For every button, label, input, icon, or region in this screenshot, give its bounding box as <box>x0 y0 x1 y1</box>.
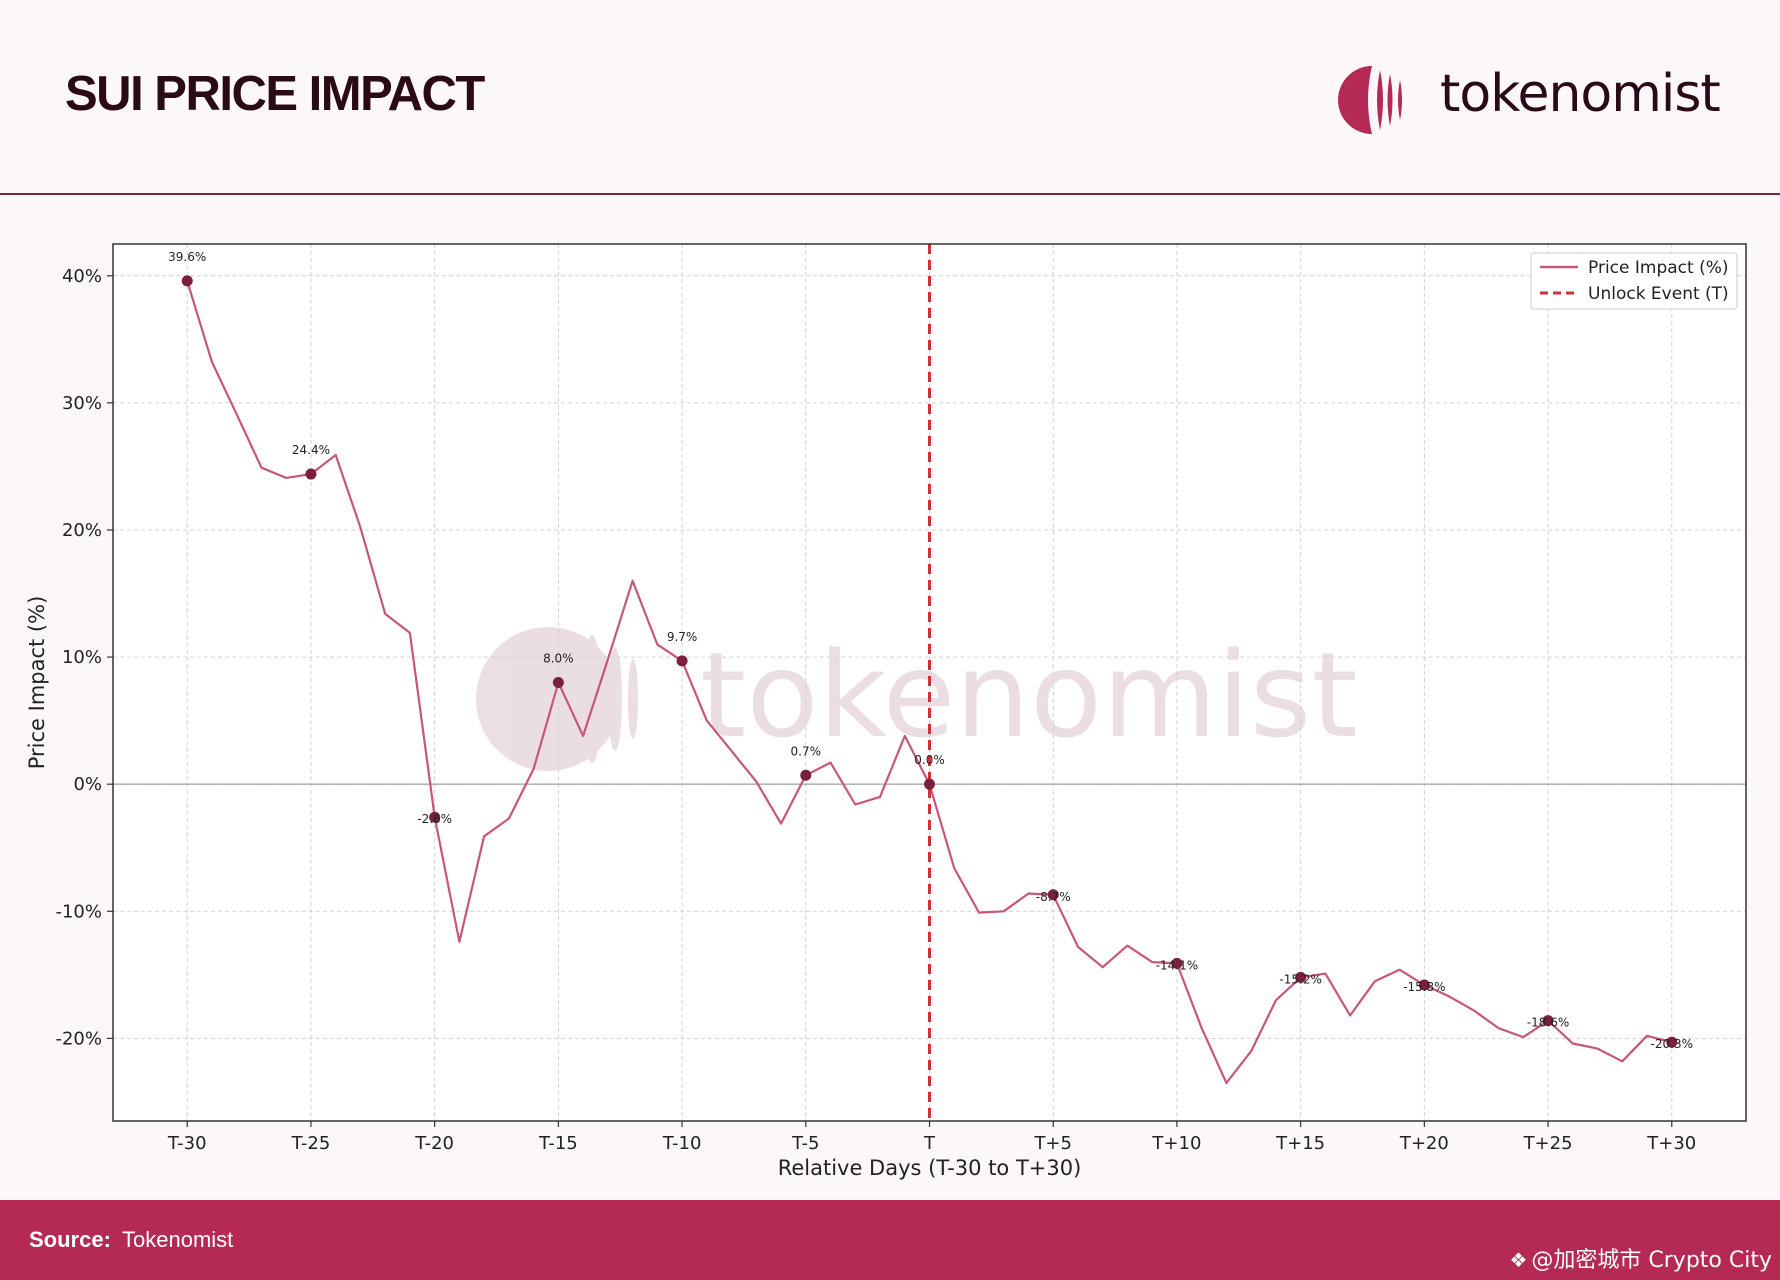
watermark: ❖ @加密城市 Crypto City <box>1509 1242 1772 1274</box>
header-divider <box>0 193 1780 195</box>
data-point-label: -18.6% <box>1527 1016 1569 1030</box>
data-point-label: 0.7% <box>791 744 822 758</box>
chart-watermark: tokenomist <box>476 626 1358 771</box>
data-point-label: 0.0% <box>914 753 945 767</box>
data-point-marker <box>429 811 441 823</box>
data-point-marker <box>1295 971 1307 983</box>
data-point-marker <box>552 677 564 688</box>
brand-name: tokenomist <box>1440 64 1721 124</box>
x-tick-label: T-5 <box>791 1133 819 1154</box>
data-point-marker <box>1047 889 1059 901</box>
data-point-label: -15.8% <box>1403 980 1445 994</box>
binance-diamond-icon: ❖ <box>1509 1248 1528 1272</box>
x-tick-label: T+15 <box>1275 1133 1325 1154</box>
data-point-marker <box>1171 957 1183 969</box>
y-tick-label: 30% <box>62 393 102 414</box>
tokenomist-mark-icon <box>1338 66 1402 134</box>
x-tick-label: T+5 <box>1033 1133 1072 1154</box>
x-tick-label: T-20 <box>414 1133 454 1154</box>
source-label: Source: <box>29 1227 111 1252</box>
x-tick-label: T-30 <box>167 1133 207 1154</box>
x-tick-label: T+25 <box>1523 1133 1573 1154</box>
y-tick-label: 20% <box>62 520 102 541</box>
data-point-marker <box>1542 1015 1554 1027</box>
chart-area: tokenomist 39.6% 24.4% -2.6% 8.0% 9.7% 0.7% 0.0… <box>0 196 1780 1200</box>
data-point-marker <box>800 769 812 781</box>
data-point-marker <box>305 468 317 480</box>
watermark-mark-bar <box>628 659 638 739</box>
data-point-marker <box>924 778 935 790</box>
data-point-label: -15.2% <box>1279 972 1321 986</box>
data-point-label: -2.6% <box>417 812 452 826</box>
watermark-mark-bar <box>582 635 602 763</box>
data-point-label: 39.6% <box>168 250 206 264</box>
y-tick-label: -20% <box>55 1028 102 1049</box>
legend-label-unlock-event: Unlock Event (T) <box>1588 284 1729 304</box>
source-value: Tokenomist <box>122 1227 234 1252</box>
legend-box <box>1530 252 1738 310</box>
data-point-label: -8.7% <box>1036 890 1071 904</box>
data-point-label: 8.0% <box>543 652 574 666</box>
x-tick-label: T-25 <box>291 1133 331 1154</box>
data-point-marker <box>1666 1036 1678 1048</box>
page-header: SUI PRICE IMPACT tokenomist <box>0 0 1780 194</box>
x-tick-label: T-15 <box>538 1133 578 1154</box>
x-tick-label: T <box>923 1133 936 1154</box>
footer-bar: Source: Tokenomist ❖ @加密城市 Crypto City <box>0 1200 1780 1280</box>
data-point-marker <box>1418 979 1430 991</box>
y-tick-label: 40% <box>62 266 102 287</box>
chart-legend: Price Impact (%) Unlock Event (T) <box>1530 252 1738 310</box>
x-tick-label: T-10 <box>662 1133 702 1154</box>
y-axis-label: Price Impact (%) <box>25 596 49 770</box>
data-point-label: -20.3% <box>1651 1037 1693 1051</box>
legend-label-price-impact: Price Impact (%) <box>1588 258 1729 278</box>
y-tick-label: -10% <box>55 901 102 922</box>
data-point-marker <box>676 655 688 667</box>
data-point-label: 9.7% <box>667 630 698 644</box>
x-tick-label: T+10 <box>1151 1133 1201 1154</box>
x-tick-label: T+30 <box>1646 1133 1696 1154</box>
data-point-label: -14.1% <box>1156 958 1198 972</box>
x-axis-label: Relative Days (T-30 to T+30) <box>778 1156 1082 1180</box>
price-impact-chart: tokenomist 39.6% 24.4% -2.6% 8.0% 9.7% 0.7% 0.0… <box>25 243 1747 1180</box>
x-tick-label: T+20 <box>1399 1133 1449 1154</box>
watermark-text: tokenomist <box>700 626 1358 764</box>
y-tick-label: 10% <box>62 647 102 668</box>
watermark-mark-bar <box>608 647 622 751</box>
page-title: SUI PRICE IMPACT <box>65 67 485 121</box>
data-point-label: 24.4% <box>292 443 330 457</box>
data-point-marker <box>181 275 193 287</box>
watermark-text: @加密城市 Crypto City <box>1531 1248 1772 1273</box>
y-tick-label: 0% <box>73 774 102 795</box>
